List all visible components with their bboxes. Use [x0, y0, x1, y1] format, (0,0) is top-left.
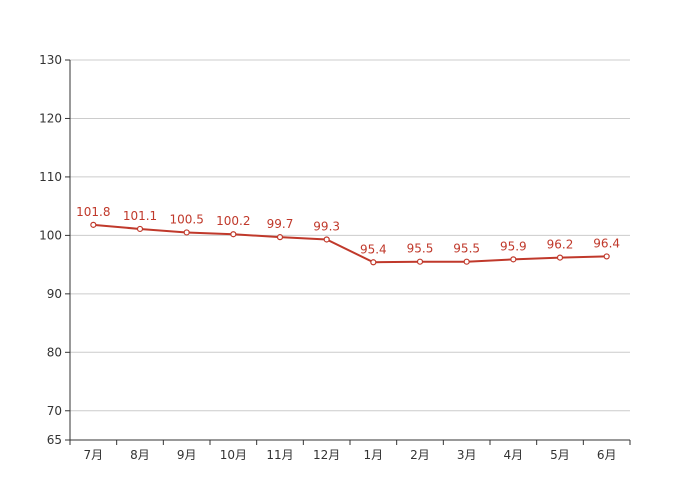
data-labels: 101.8 101.1 100.5 100.2 99.7 99.3 95.4 95.5 95.5…: [76, 205, 620, 256]
x-tick-label: 10月: [220, 448, 247, 462]
data-label: 99.7: [267, 217, 294, 231]
data-label: 101.1: [123, 209, 157, 223]
data-point[interactable]: [556, 254, 564, 261]
data-point[interactable]: [230, 231, 237, 238]
x-tick-label: 5月: [550, 448, 570, 462]
series-group: [90, 221, 610, 266]
data-point[interactable]: [323, 236, 330, 243]
y-tick-label: 100: [39, 228, 62, 242]
x-tick-label: 12月: [313, 448, 340, 462]
data-label: 100.5: [169, 212, 203, 226]
y-axis-ticks: 65 70 80 90 100 110 120 130: [39, 53, 70, 447]
data-point[interactable]: [416, 258, 424, 265]
data-point[interactable]: [370, 259, 377, 266]
x-tick-label: 6月: [597, 448, 617, 462]
data-label: 95.9: [500, 239, 527, 253]
data-point[interactable]: [510, 256, 517, 263]
x-tick-label: 2月: [410, 448, 430, 462]
data-label: 96.4: [593, 236, 620, 250]
data-point[interactable]: [276, 234, 284, 241]
data-label: 100.2: [216, 214, 250, 228]
series-line: [93, 223, 607, 264]
data-label: 95.4: [360, 242, 387, 256]
y-tick-label: 90: [47, 287, 62, 301]
data-label: 99.3: [313, 219, 340, 233]
data-point[interactable]: [463, 258, 470, 265]
data-point[interactable]: [90, 221, 97, 228]
y-tick-label: 130: [39, 53, 62, 67]
y-tick-label: 120: [39, 111, 62, 125]
y-tick-label: 65: [47, 433, 62, 447]
data-label: 101.8: [76, 205, 110, 219]
x-tick-label: 3月: [457, 448, 477, 462]
data-label: 95.5: [407, 242, 434, 256]
x-tick-label: 8月: [130, 448, 150, 462]
y-tick-label: 80: [47, 345, 62, 359]
x-tick-label: 4月: [504, 448, 524, 462]
x-tick-label: 1月: [364, 448, 384, 462]
x-tick-label: 9月: [177, 448, 197, 462]
x-tick-label: 7月: [84, 448, 104, 462]
data-label: 96.2: [547, 238, 574, 252]
x-tick-label: 11月: [266, 448, 293, 462]
x-axis-ticks: 7月 8月 9月 10月 11月 12月 1月 2月 3月 4月 5月 6月: [69, 440, 631, 462]
data-point[interactable]: [603, 253, 610, 260]
data-point[interactable]: [183, 229, 190, 236]
y-tick-label: 110: [39, 170, 62, 184]
y-tick-label: 70: [47, 404, 62, 418]
data-point[interactable]: [136, 225, 144, 233]
gridlines: [70, 59, 630, 412]
data-label: 95.5: [453, 242, 480, 256]
